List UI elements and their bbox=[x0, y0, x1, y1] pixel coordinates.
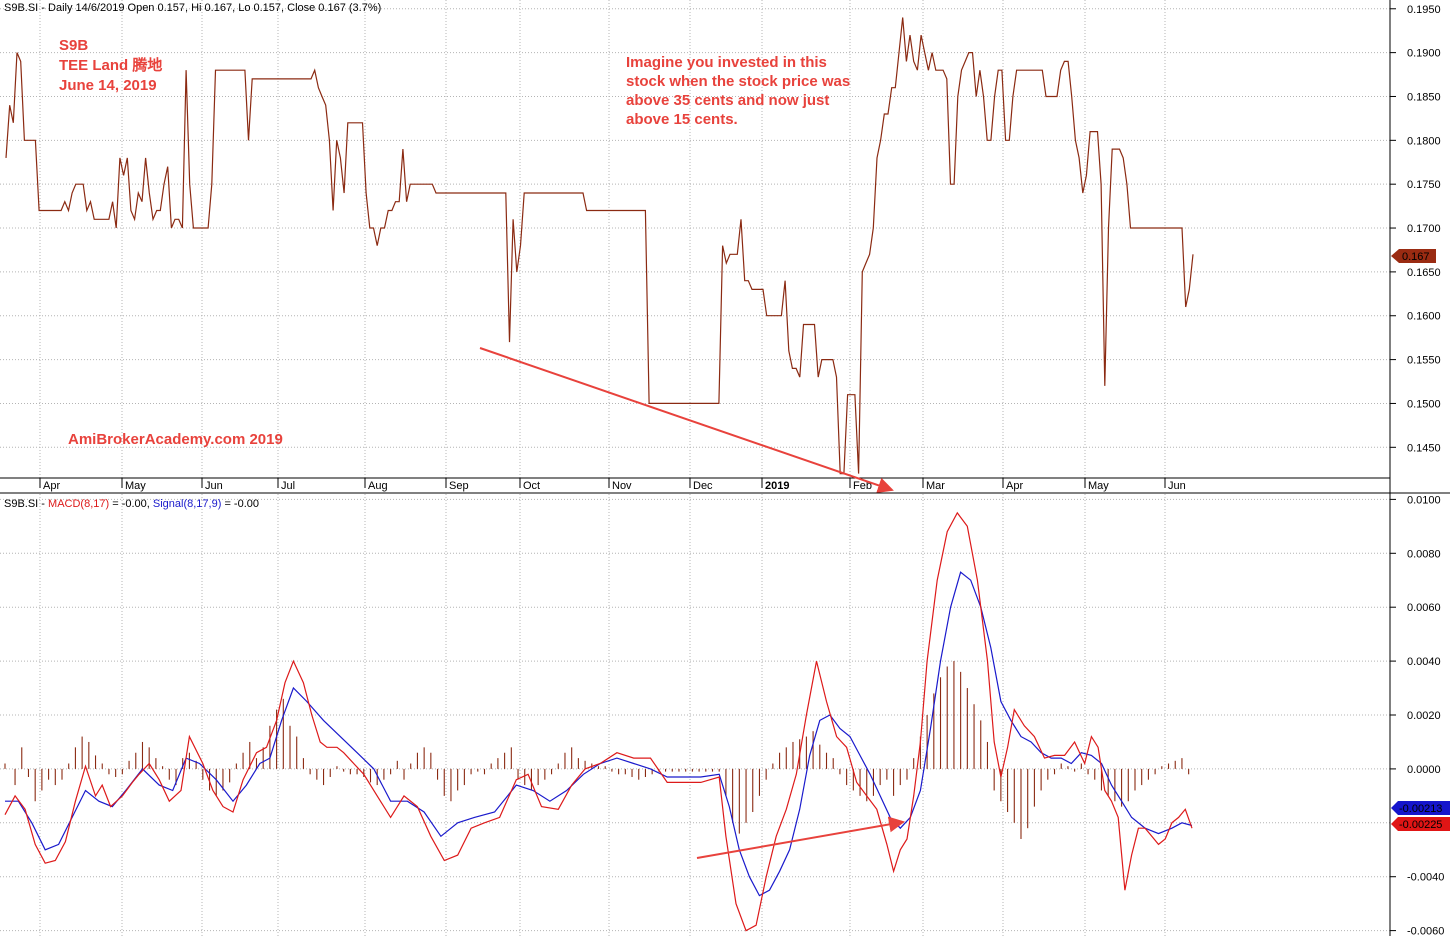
x-tick-label: Sep bbox=[449, 480, 469, 492]
x-tick-label: May bbox=[1088, 480, 1109, 492]
x-tick-label: Aug bbox=[368, 480, 388, 492]
macd-histogram bbox=[4, 661, 1190, 839]
price-x-axis-labels: Apr May Jun Jul Aug Sep Oct Nov Dec 2019 Feb Mar Apr… bbox=[39, 478, 1186, 492]
macd-last-value-tag: -0.00225 bbox=[1391, 817, 1450, 831]
x-tick-label: Apr bbox=[43, 480, 60, 492]
price-y-tick-label: 0.1850 bbox=[1407, 91, 1441, 103]
price-y-tick-label: 0.1950 bbox=[1407, 4, 1441, 16]
note-line-1: Imagine you invested in this bbox=[626, 54, 827, 71]
price-horizontal-grid bbox=[0, 8, 1390, 448]
watermark-label: AmiBrokerAcademy.com 2019 bbox=[68, 431, 283, 448]
symbol-label: S9B bbox=[59, 37, 88, 54]
price-vertical-grid bbox=[39, 0, 1166, 478]
macd-y-axis-ticks: 0.0100 0.0080 0.0060 0.0040 0.0020 0.0000 -0.0… bbox=[1390, 494, 1444, 936]
price-y-tick-label: 0.1700 bbox=[1407, 223, 1441, 235]
note-line-3: above 35 cents and now just bbox=[626, 92, 829, 109]
x-tick-label: Oct bbox=[523, 480, 540, 492]
signal-line bbox=[5, 571, 1193, 897]
x-tick-label: Jun bbox=[1168, 480, 1186, 492]
price-y-tick-label: 0.1900 bbox=[1407, 48, 1441, 60]
price-y-tick-label: 0.1750 bbox=[1407, 179, 1441, 191]
svg-text:0.167: 0.167 bbox=[1402, 251, 1430, 263]
x-tick-label: May bbox=[125, 480, 146, 492]
price-y-tick-label: 0.1550 bbox=[1407, 355, 1441, 367]
price-y-tick-label: 0.1600 bbox=[1407, 311, 1441, 323]
price-y-tick-label: 0.1450 bbox=[1407, 442, 1441, 454]
x-tick-label: Dec bbox=[693, 480, 713, 492]
x-tick-label: Feb bbox=[853, 480, 872, 492]
macd-chart-header: S9B.SI - MACD(8,17) = -0.00, Signal(8,17… bbox=[4, 498, 259, 510]
price-y-tick-label: 0.1650 bbox=[1407, 267, 1441, 279]
price-line bbox=[5, 17, 1194, 475]
macd-divergence-arrow bbox=[696, 816, 905, 859]
macd-y-tick-label: 0.0040 bbox=[1407, 656, 1441, 668]
date-label: June 14, 2019 bbox=[59, 77, 157, 94]
macd-panel: 0.0100 0.0080 0.0060 0.0040 0.0020 0.0000 -0.0… bbox=[0, 493, 1450, 936]
price-y-tick-label: 0.1800 bbox=[1407, 135, 1441, 147]
macd-y-tick-label: -0.0060 bbox=[1407, 926, 1444, 936]
macd-line bbox=[4, 511, 1193, 932]
macd-y-tick-label: -0.0040 bbox=[1407, 872, 1444, 884]
price-y-tick-label: 0.1500 bbox=[1407, 398, 1441, 410]
price-chart-header: S9B.SI - Daily 14/6/2019 Open 0.157, Hi … bbox=[4, 2, 381, 14]
macd-y-tick-label: 0.0100 bbox=[1407, 494, 1441, 506]
company-name-label: TEE Land 腾地 bbox=[59, 56, 162, 74]
price-last-value-tag: 0.167 bbox=[1391, 249, 1436, 263]
svg-text:-0.00213: -0.00213 bbox=[1399, 803, 1442, 815]
macd-y-tick-label: 0.0020 bbox=[1407, 710, 1441, 722]
signal-last-value-tag: -0.00213 bbox=[1391, 801, 1450, 815]
macd-y-tick-label: 0.0060 bbox=[1407, 602, 1441, 614]
note-line-4: above 15 cents. bbox=[626, 111, 738, 128]
x-tick-label: 2019 bbox=[765, 480, 789, 492]
x-tick-label: Apr bbox=[1006, 480, 1023, 492]
x-tick-label: Jul bbox=[281, 480, 295, 492]
x-tick-label: Mar bbox=[926, 480, 945, 492]
macd-horizontal-grid bbox=[0, 498, 1390, 932]
svg-text:-0.00225: -0.00225 bbox=[1399, 819, 1442, 831]
x-tick-label: Nov bbox=[612, 480, 632, 492]
price-y-axis-ticks: 0.1950 0.1900 0.1850 0.1800 0.1750 0.1700 0.16… bbox=[1390, 4, 1441, 454]
macd-y-tick-label: 0.0080 bbox=[1407, 548, 1441, 560]
price-trend-arrow bbox=[479, 347, 894, 494]
macd-y-tick-label: 0.0000 bbox=[1407, 764, 1441, 776]
x-tick-label: Jun bbox=[205, 480, 223, 492]
note-line-2: stock when the stock price was bbox=[626, 73, 850, 90]
price-panel: 0.1950 0.1900 0.1850 0.1800 0.1750 0.1700 0.16… bbox=[0, 0, 1441, 494]
